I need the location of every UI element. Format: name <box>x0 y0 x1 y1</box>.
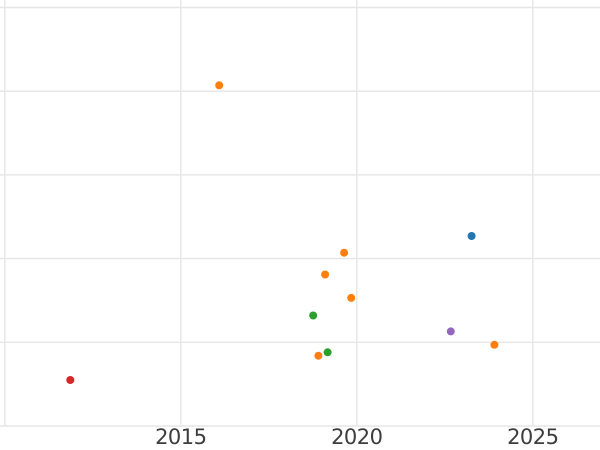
data-point-purple <box>446 327 455 336</box>
x-tick-label-2015: 2015 <box>155 425 207 449</box>
data-point-orange <box>490 340 499 349</box>
x-tick-label-2020: 2020 <box>331 425 383 449</box>
data-point-orange <box>215 81 224 90</box>
data-point-orange <box>347 293 356 302</box>
data-point-orange <box>321 270 330 279</box>
data-point-blue <box>467 232 476 240</box>
data-point-green <box>309 311 318 320</box>
data-point-orange <box>314 351 323 360</box>
data-point-green <box>323 348 332 357</box>
data-point-orange <box>340 248 349 257</box>
data-point-red <box>66 376 75 384</box>
x-tick-label-2025: 2025 <box>507 425 559 449</box>
